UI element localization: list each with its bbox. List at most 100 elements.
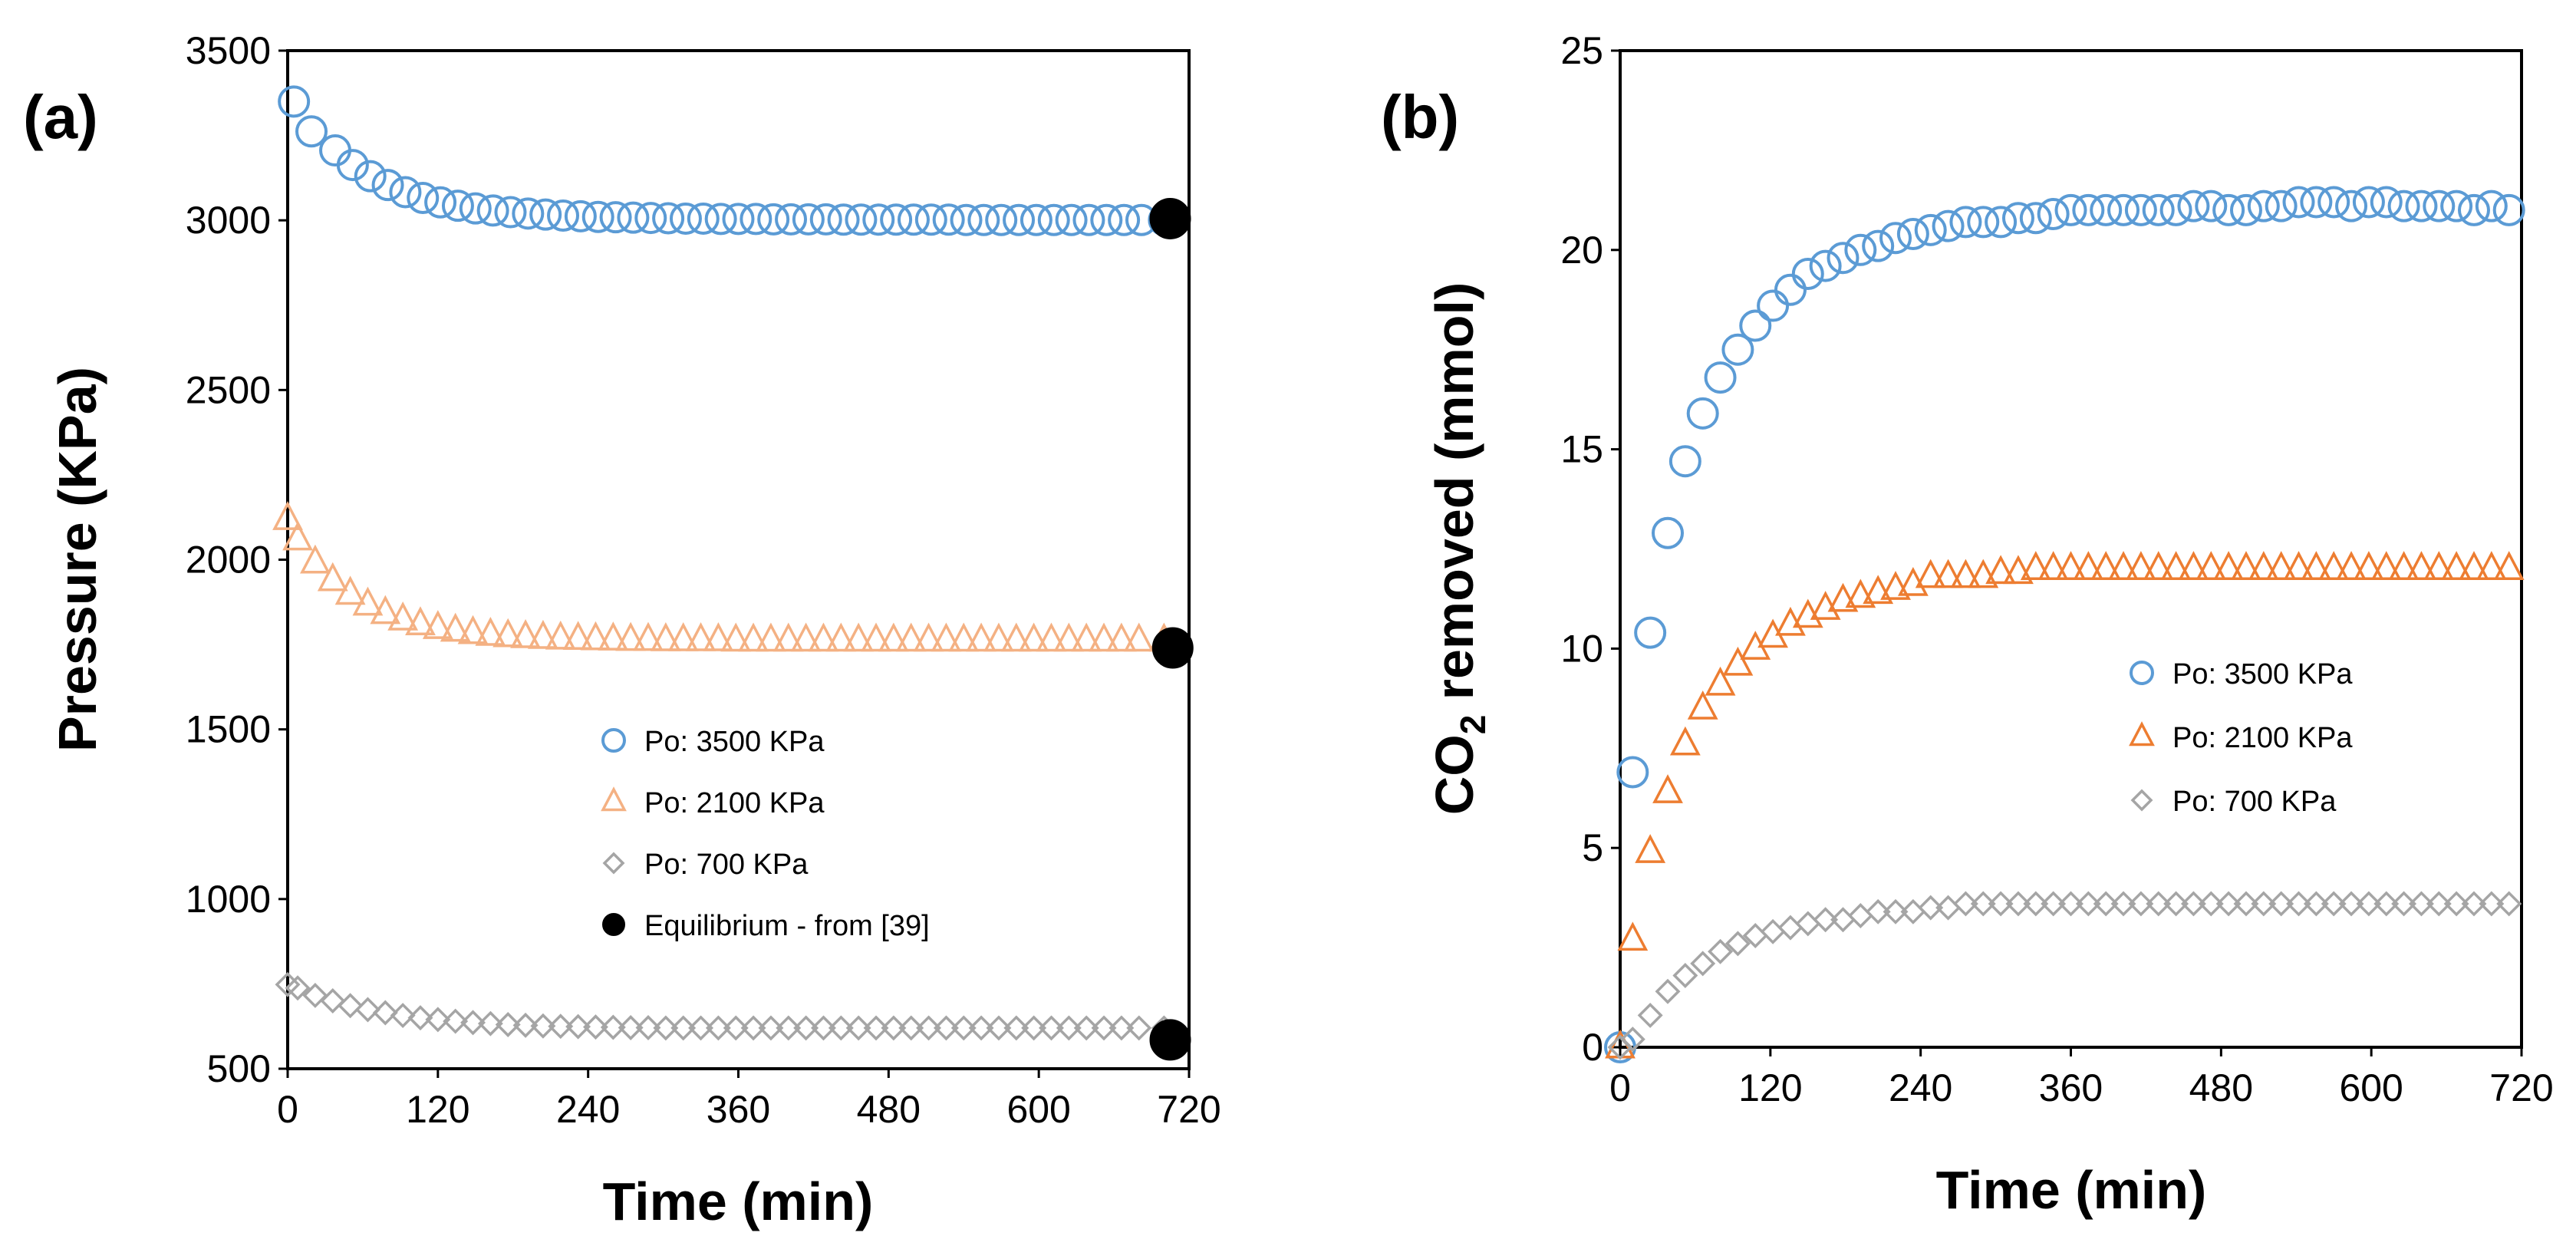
data-point-a-2 <box>390 1003 416 1029</box>
data-point-b-0 <box>2352 186 2385 219</box>
data-point-b-0 <box>1985 206 2018 239</box>
data-point-a-1 <box>562 621 594 651</box>
data-point-b-2 <box>2373 891 2400 917</box>
data-point-a-2 <box>600 1014 626 1040</box>
data-point-a-2 <box>565 1013 591 1040</box>
data-point-a-0 <box>1090 203 1123 236</box>
data-point-a-0 <box>599 201 632 234</box>
data-point-a-2 <box>1108 1015 1135 1041</box>
data-point-b-0 <box>2159 193 2192 226</box>
data-point-a-0 <box>547 199 580 232</box>
data-point-b-0 <box>2001 202 2034 235</box>
data-point-a-0 <box>354 160 387 193</box>
data-point-a-1 <box>738 622 769 652</box>
data-point-b-2 <box>2110 891 2136 917</box>
data-point-b-2 <box>2233 891 2259 917</box>
data-point-b-1 <box>1687 690 1718 720</box>
series-b <box>1604 186 2525 1063</box>
data-point-b-0 <box>1634 616 1667 649</box>
data-point-a-2 <box>1003 1015 1029 1041</box>
data-point-a-0 <box>529 198 562 231</box>
data-point-b-1 <box>2020 551 2051 580</box>
data-point-b-1 <box>1880 571 1911 600</box>
series-a-2 <box>275 971 1177 1041</box>
data-point-b-1 <box>1915 559 1946 588</box>
data-point-b-0 <box>2335 190 2368 222</box>
data-point-b-0 <box>2387 190 2420 222</box>
legend-label-b-2: Po: 700 KPa <box>2172 786 2337 818</box>
data-point-a-0 <box>687 202 720 235</box>
data-point-b-1 <box>2073 551 2104 580</box>
y-axis-title-b-suffix: removed (mmol) <box>1425 282 1484 715</box>
data-point-b-2 <box>1952 891 1978 917</box>
data-point-a-1 <box>580 621 611 651</box>
y-tick-label-a: 3000 <box>186 199 271 242</box>
data-point-b-1 <box>1635 834 1666 863</box>
data-point-a-1 <box>528 619 558 649</box>
data-point-b-2 <box>2496 891 2522 917</box>
data-point-b-0 <box>1896 218 1929 251</box>
data-point-b-2 <box>1690 951 1716 977</box>
data-point-b-0 <box>1967 206 2000 239</box>
data-point-a-0 <box>278 85 311 118</box>
data-point-b-0 <box>1949 206 1982 239</box>
data-point-b-0 <box>2195 190 2228 222</box>
data-point-a-0 <box>652 202 685 235</box>
data-point-a-2 <box>758 1015 784 1041</box>
data-point-b-2 <box>2268 891 2294 917</box>
data-point-a-2 <box>477 1010 503 1037</box>
data-point-b-0 <box>2370 186 2403 219</box>
x-tick-label-b: 120 <box>1738 1066 1802 1109</box>
data-point-a-2 <box>285 975 311 1001</box>
data-point-b-0 <box>2475 190 2508 222</box>
panel-a: (a) Time (min) Pressure (KPa) 0 120 240 360… <box>23 29 1221 1231</box>
data-point-a-0 <box>389 176 422 209</box>
data-point-a-0 <box>407 181 440 214</box>
data-point-b-2 <box>2005 891 2031 917</box>
data-point-a-2 <box>828 1015 854 1041</box>
x-tick-label-b: 720 <box>2489 1066 2553 1109</box>
data-point-b-0 <box>1932 209 1965 242</box>
data-point-b-0 <box>2019 202 2052 235</box>
data-point-b-0 <box>2265 190 2298 222</box>
data-point-a-0 <box>880 203 913 236</box>
data-point-b-0 <box>2247 190 2280 222</box>
data-point-a-1 <box>405 606 436 636</box>
data-point-b-0 <box>1844 233 1877 266</box>
data-point-b-2 <box>2251 891 2277 917</box>
data-point-a-1 <box>983 622 1014 652</box>
x-tick-label-a: 600 <box>1006 1088 1070 1131</box>
data-point-a-2 <box>407 1005 433 1031</box>
y-tick-label-b: 0 <box>1582 1026 1603 1069</box>
x-axis-title-a: Time (min) <box>603 1172 874 1231</box>
x-tick-label-a: 360 <box>707 1088 770 1131</box>
data-point-b-1 <box>2090 551 2122 580</box>
data-point-a-0 <box>775 203 808 236</box>
data-point-b-1 <box>2178 551 2209 580</box>
data-point-a-0 <box>740 203 772 236</box>
legend-marker-a-1 <box>601 786 627 812</box>
data-point-b-0 <box>1914 213 1947 246</box>
legend-marker-b-1 <box>2129 721 2155 747</box>
legend-a: Po: 3500 KPa Po: 2100 KPa Po: 700 KPa Equil… <box>601 726 930 942</box>
ticks-b: 0 120 240 360 480 600 720 0 5 10 15 20 25 <box>1560 29 2553 1109</box>
data-point-a-1 <box>1036 622 1067 652</box>
y-tick-label-a: 2000 <box>186 539 271 582</box>
data-point-a-1 <box>282 521 313 551</box>
data-point-a-1 <box>772 622 804 652</box>
series-a <box>272 85 1194 1061</box>
data-point-a-0 <box>1020 203 1052 236</box>
data-point-a-2 <box>653 1015 679 1041</box>
data-point-b-1 <box>1985 555 2017 585</box>
data-point-a-1 <box>334 575 366 605</box>
data-point-b-2 <box>2215 891 2242 917</box>
data-point-b-2 <box>2180 891 2206 917</box>
data-point-a-0 <box>581 200 614 233</box>
data-point-a-2 <box>881 1015 907 1041</box>
data-point-a-0 <box>845 203 878 236</box>
data-point-b-1 <box>2423 551 2455 580</box>
data-point-b-0 <box>1721 333 1754 366</box>
data-point-a-2 <box>723 1015 749 1041</box>
data-point-a-0 <box>722 203 755 236</box>
data-point-a-0 <box>757 203 790 236</box>
